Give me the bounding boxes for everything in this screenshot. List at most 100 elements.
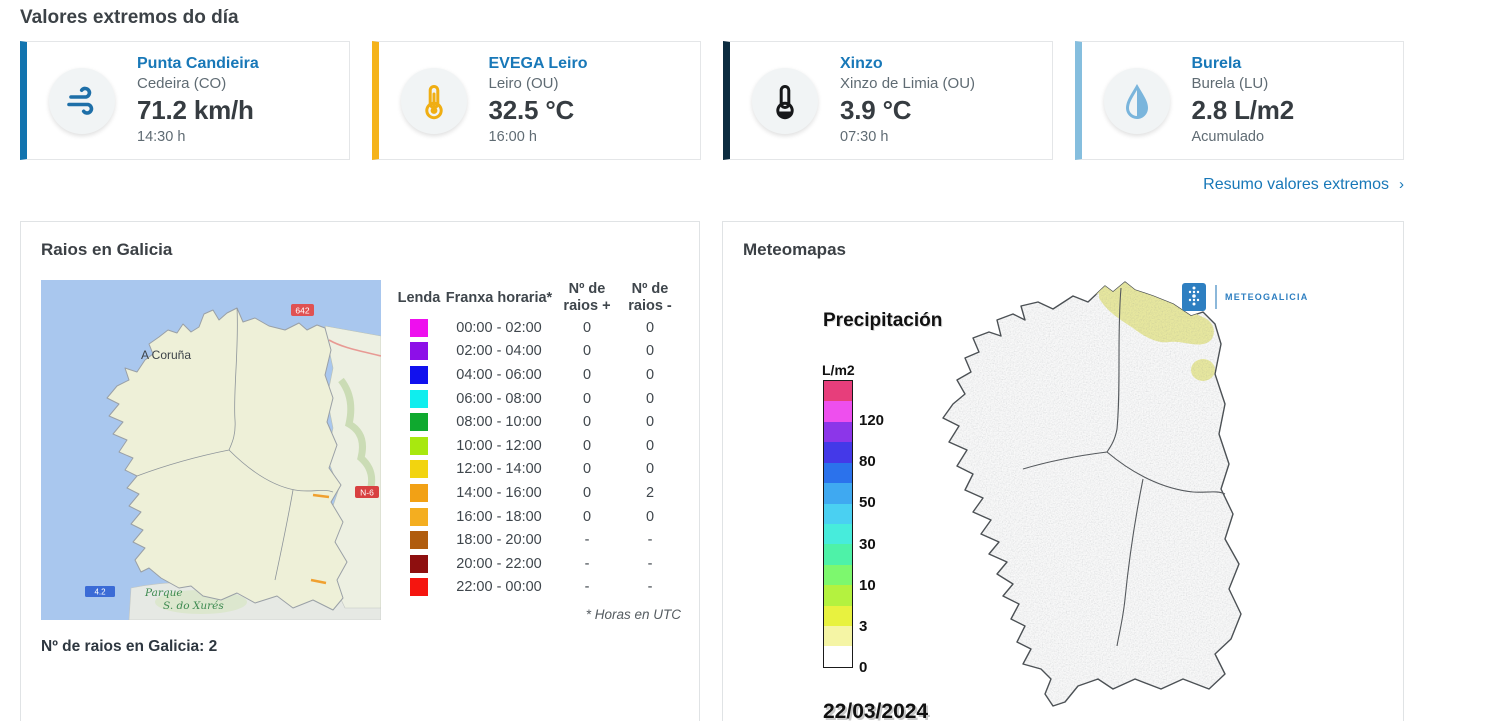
legend-color-swatch: [410, 342, 428, 361]
panels-row: Raios en Galicia: [20, 221, 1404, 721]
scale-segment: [824, 626, 852, 647]
scale-segment: [824, 605, 852, 627]
legend-header-lenda: Lenda: [397, 289, 441, 306]
raios-negative-count: -: [647, 555, 653, 572]
icon-circle: [400, 67, 467, 134]
scale-segment: [824, 646, 852, 667]
scale-segment: [824, 462, 852, 484]
legend-color-swatch: [410, 483, 428, 502]
legend-row: 16:00 - 18:00 0 0: [395, 505, 681, 529]
scale-label: 3: [859, 617, 868, 635]
meteomapas-panel-title: Meteomapas: [743, 240, 846, 259]
legend-row: 00:00 - 02:00 0 0: [395, 316, 681, 340]
raios-panel-title: Raios en Galicia: [41, 240, 173, 259]
icon-circle: [49, 67, 115, 134]
scale-segment: [824, 381, 852, 402]
legend-color-swatch: [410, 318, 428, 337]
raios-positive-count: 0: [582, 461, 592, 478]
extreme-time: 07:30 h: [840, 129, 889, 146]
thermometer-max-icon: [424, 84, 443, 119]
legend-row: 02:00 - 04:00 0 0: [395, 340, 681, 364]
legend-row: 06:00 - 08:00 0 0: [395, 387, 681, 411]
raios-negative-count: -: [647, 532, 653, 549]
meteomapas-panel: Meteomapas: [722, 221, 1404, 721]
legend-color-swatch: [410, 365, 428, 384]
legend-header-franxa: Franxa horaria*: [445, 289, 553, 306]
station-location: Xinzo de Limia (OU): [840, 74, 976, 92]
legend-row: 14:00 - 16:00 0 2: [395, 481, 681, 505]
legend-row: 08:00 - 10:00 0 0: [395, 410, 681, 434]
scale-segment: [824, 442, 852, 463]
resumo-valores-extremos-link[interactable]: Resumo valores extremos ›: [1203, 176, 1404, 193]
legend-rows: 00:00 - 02:00 0 0 02:00 - 04:00 0 0 04:00 - 06…: [395, 316, 681, 599]
legend-row: 18:00 - 20:00 - -: [395, 528, 681, 552]
legend-color-swatch: [410, 436, 428, 455]
raios-negative-count: 0: [645, 366, 655, 383]
raios-positive-count: 0: [582, 366, 592, 383]
extreme-value: 32.5 °C: [488, 95, 575, 126]
chevron-right-icon: ›: [1399, 176, 1404, 193]
card-text: EVEGA Leiro Leiro (OU) 32.5 °C 16:00 h: [489, 55, 588, 146]
raios-negative-count: 0: [645, 437, 655, 454]
raios-negative-count: 0: [645, 343, 655, 360]
precip-scale-bar: [823, 380, 853, 668]
legend-row: 10:00 - 12:00 0 0: [395, 434, 681, 458]
card-min-temp: Xinzo Xinzo de Limia (OU) 3.9 °C 07:30 h: [723, 41, 1053, 160]
card-max-temp: EVEGA Leiro Leiro (OU) 32.5 °C 16:00 h: [371, 41, 701, 160]
legend-color-swatch: [410, 531, 428, 550]
station-location: Burela (LU): [1191, 74, 1269, 92]
station-name[interactable]: Burela: [1191, 54, 1242, 72]
utc-footnote: * Horas en UTC: [585, 607, 681, 623]
map-city-label: A Coruña: [141, 348, 191, 362]
precipitation-title: Precipitación: [823, 310, 943, 331]
legend-row: 22:00 - 00:00 - -: [395, 576, 681, 600]
legend-header: Lenda Franxa horaria* Nº de raios + Nº d…: [395, 280, 681, 316]
svg-text:N-6: N-6: [360, 488, 374, 498]
legend-time-range: 12:00 - 14:00: [456, 461, 542, 478]
scale-label: 10: [859, 576, 876, 594]
station-location: Leiro (OU): [488, 74, 559, 92]
extreme-time: Acumulado: [1191, 129, 1265, 146]
legend-header-raios-pos: Nº de raios +: [563, 281, 611, 314]
svg-text:S. do Xurés: S. do Xurés: [163, 600, 224, 612]
raios-negative-count: 0: [645, 319, 655, 336]
province-borders: [136, 307, 334, 581]
road-badge-n6: N-6: [355, 486, 379, 498]
park-label: Parque S. do Xurés: [144, 587, 224, 612]
raios-positive-count: 0: [582, 414, 592, 431]
scale-label: 50: [859, 494, 876, 512]
raios-positive-count: 0: [582, 319, 592, 336]
raios-panel: Raios en Galicia: [20, 221, 700, 721]
raios-positive-count: 0: [582, 508, 592, 525]
legend-color-swatch: [410, 507, 428, 526]
legend-time-range: 04:00 - 06:00: [456, 366, 542, 383]
legend-time-range: 18:00 - 20:00: [456, 532, 542, 549]
precipitation-map[interactable]: [873, 274, 1385, 721]
logo-separator: [1215, 285, 1217, 309]
ferry-badge: 4.2: [85, 586, 115, 597]
station-name[interactable]: Xinzo: [840, 54, 883, 72]
svg-text:4.2: 4.2: [94, 588, 106, 597]
legend-time-range: 02:00 - 04:00: [456, 343, 542, 360]
wind-icon: [67, 86, 94, 115]
legend-time-range: 08:00 - 10:00: [456, 414, 542, 431]
card-text: Burela Burela (LU) 2.8 L/m2 Acumulado: [1191, 54, 1295, 146]
scale-segment: [824, 421, 852, 443]
legend-color-swatch: [410, 554, 428, 573]
road-marks: [310, 493, 330, 585]
scale-label: 80: [859, 453, 876, 471]
legend-row: 04:00 - 06:00 0 0: [395, 363, 681, 387]
legend-time-range: 06:00 - 08:00: [456, 390, 542, 407]
road-badge-642: 642: [291, 304, 314, 316]
raios-total: Nº de raios en Galicia: 2: [41, 638, 218, 656]
extreme-time: 14:30 h: [137, 129, 186, 146]
raios-negative-count: 0: [645, 508, 655, 525]
legend-color-swatch: [410, 389, 428, 408]
legend-time-range: 14:00 - 16:00: [456, 484, 542, 501]
station-name[interactable]: Punta Candieira: [137, 54, 259, 72]
scale-label: 30: [859, 535, 876, 553]
station-name[interactable]: EVEGA Leiro: [488, 54, 588, 72]
raios-positive-count: 0: [582, 343, 592, 360]
galicia-lightning-map: A Coruña 642 N-6 4.2 Parque: [41, 280, 381, 620]
summary-link-row: Resumo valores extremos ›: [20, 176, 1404, 196]
